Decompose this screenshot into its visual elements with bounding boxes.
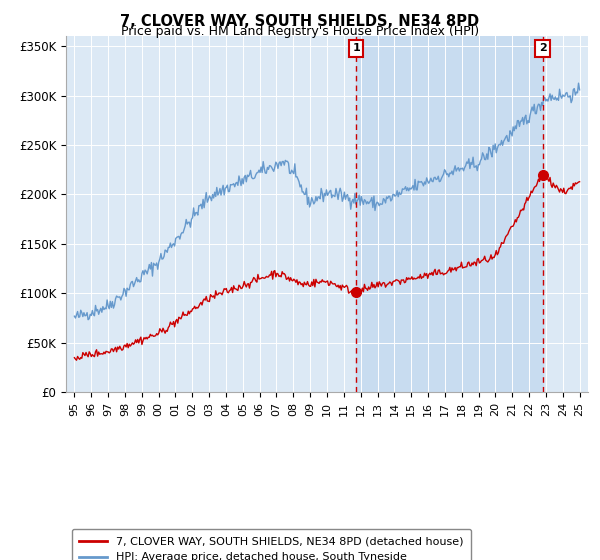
Text: Price paid vs. HM Land Registry's House Price Index (HPI): Price paid vs. HM Land Registry's House … <box>121 25 479 38</box>
Text: 7, CLOVER WAY, SOUTH SHIELDS, NE34 8PD: 7, CLOVER WAY, SOUTH SHIELDS, NE34 8PD <box>121 14 479 29</box>
Text: 1: 1 <box>352 43 360 53</box>
Legend: 7, CLOVER WAY, SOUTH SHIELDS, NE34 8PD (detached house), HPI: Average price, det: 7, CLOVER WAY, SOUTH SHIELDS, NE34 8PD (… <box>71 529 471 560</box>
Text: 2: 2 <box>539 43 547 53</box>
Bar <box>356 36 543 392</box>
